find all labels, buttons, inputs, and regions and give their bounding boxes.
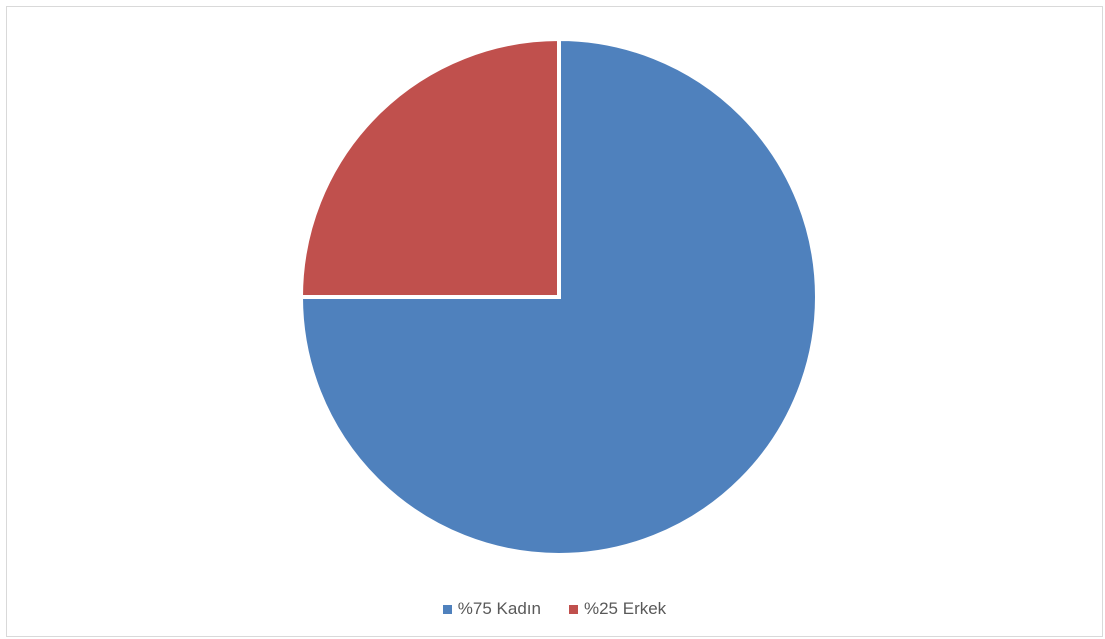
pie-slice-0 — [298, 36, 819, 557]
legend-swatch-0 — [442, 604, 452, 614]
pie-chart — [298, 36, 819, 557]
legend: %75 Kadın %25 Erkek — [7, 597, 1102, 621]
legend-label-1: %25 Erkek — [583, 599, 667, 618]
legend-label-0: %75 Kadın — [457, 599, 541, 618]
chart-area: %75 Kadın %25 Erkek — [6, 6, 1103, 637]
pie-slice-1 — [298, 36, 561, 299]
legend-swatch-1 — [568, 604, 578, 614]
legend-item-0: %75 Kadın — [442, 599, 541, 619]
legend-item-1: %25 Erkek — [568, 599, 667, 619]
